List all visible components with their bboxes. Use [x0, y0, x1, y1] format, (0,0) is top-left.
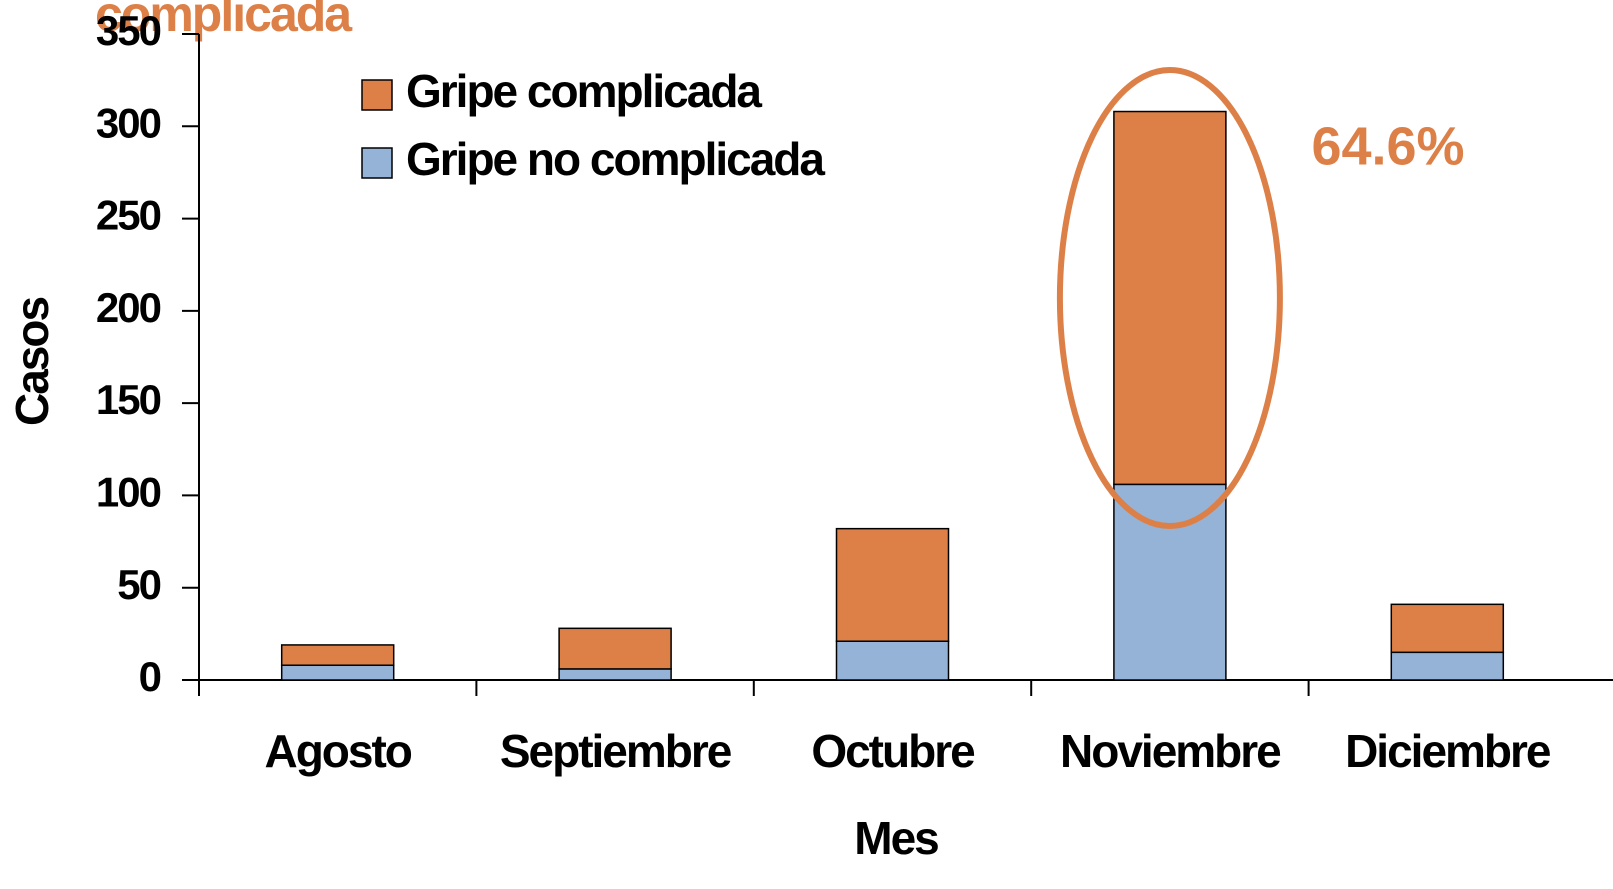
x-tick-label: Agosto	[264, 725, 411, 777]
x-tick-label: Septiembre	[500, 725, 732, 777]
legend-swatch	[361, 147, 393, 179]
bar-segment	[558, 627, 672, 670]
y-tick-label: 150	[96, 376, 161, 423]
bar-segment	[280, 664, 395, 681]
highlight-ellipse	[1056, 67, 1283, 529]
y-tick-label: 300	[96, 99, 161, 146]
bar-segment	[1390, 651, 1505, 681]
x-tick-label: Diciembre	[1345, 725, 1551, 777]
chart-title: complicada	[95, 0, 353, 42]
x-axis-label: Mes	[854, 812, 938, 864]
x-tick-label: Octubre	[811, 725, 975, 777]
y-tick-label: 350	[96, 7, 161, 54]
y-axis-label: Casos	[6, 298, 58, 426]
y-tick-label: 0	[139, 653, 161, 700]
bar-segment	[1113, 483, 1227, 681]
y-tick-label: 250	[96, 192, 161, 239]
y-tick-label: 50	[117, 561, 160, 608]
y-tick-label: 200	[96, 284, 161, 331]
bar-segment	[280, 644, 395, 666]
x-tick-label: Noviembre	[1060, 725, 1281, 777]
bar-segment	[835, 527, 950, 642]
legend-label: Gripe complicada	[406, 65, 762, 117]
bar-segment	[1390, 603, 1505, 654]
bar-segment	[558, 668, 672, 681]
bar-segment	[1113, 110, 1227, 486]
legend-swatch	[361, 79, 393, 111]
annotation: 64.6%	[1311, 116, 1464, 176]
bar-segment	[835, 640, 950, 681]
y-tick-label: 100	[96, 469, 161, 516]
legend-label: Gripe no complicada	[406, 133, 825, 185]
